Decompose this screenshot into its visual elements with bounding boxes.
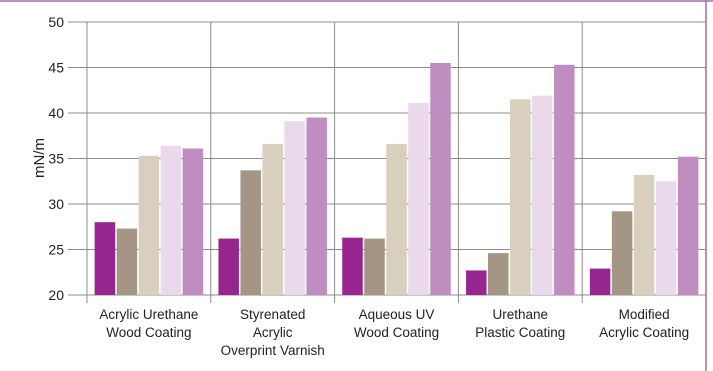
x-category-label: Acrylic Urethane [99,307,198,322]
y-tick-label: 20 [48,287,64,303]
bar-series4-category5 [655,181,677,295]
bar-series2-category2 [240,170,261,295]
x-category-label: Modified [619,307,670,322]
bar-series2-category5 [611,211,633,295]
bar-series2-category3 [364,238,385,295]
x-axis-categories: Acrylic Urethane Wood Coating Styrenated Ac… [99,307,689,358]
bar-series1-category3 [342,237,363,295]
x-category-label: Acrylic [253,325,293,340]
bar-series4-category2 [284,121,305,295]
bar-series5-category5 [677,156,699,295]
bar-series5-category2 [306,117,327,295]
y-axis-label: mN/m [31,138,48,178]
x-category-label: Styrenated [240,307,305,322]
x-category-label: Urethane [493,307,549,322]
bar-series4-category4 [532,95,553,296]
x-category-label: Wood Coating [106,325,191,340]
bar-series1-category2 [218,238,239,295]
bar-series3-category4 [510,99,531,295]
bar-series3-category3 [386,143,407,295]
y-tick-label: 45 [48,60,64,76]
bar-series3-category1 [138,155,160,295]
bar-series1-category1 [94,222,116,295]
y-tick-label: 50 [48,14,64,30]
bar-series3-category2 [262,143,283,295]
bar-series1-category4 [466,270,487,295]
bar-series2-category4 [488,253,509,295]
y-tick-label: 35 [48,151,64,167]
bar-series5-category1 [182,148,204,295]
bar-series1-category5 [589,268,611,295]
x-category-label: Plastic Coating [475,325,565,340]
y-tick-label: 25 [48,242,64,258]
y-axis-ticks: 20 25 30 35 40 45 50 [48,14,64,303]
bar-series2-category1 [116,228,138,295]
bar-series4-category3 [408,102,429,296]
x-category-label: Acrylic Coating [599,325,689,340]
bar-series4-category1 [160,145,182,295]
bars [94,62,699,296]
bar-series5-category4 [554,64,575,296]
y-tick-label: 40 [48,105,64,121]
x-category-label: Aqueous UV [359,307,435,322]
x-category-label: Overprint Varnish [221,343,325,358]
y-tick-label: 30 [48,196,64,212]
bar-series3-category5 [633,174,655,295]
x-category-label: Wood Coating [354,325,439,340]
bar-series5-category3 [430,62,451,296]
